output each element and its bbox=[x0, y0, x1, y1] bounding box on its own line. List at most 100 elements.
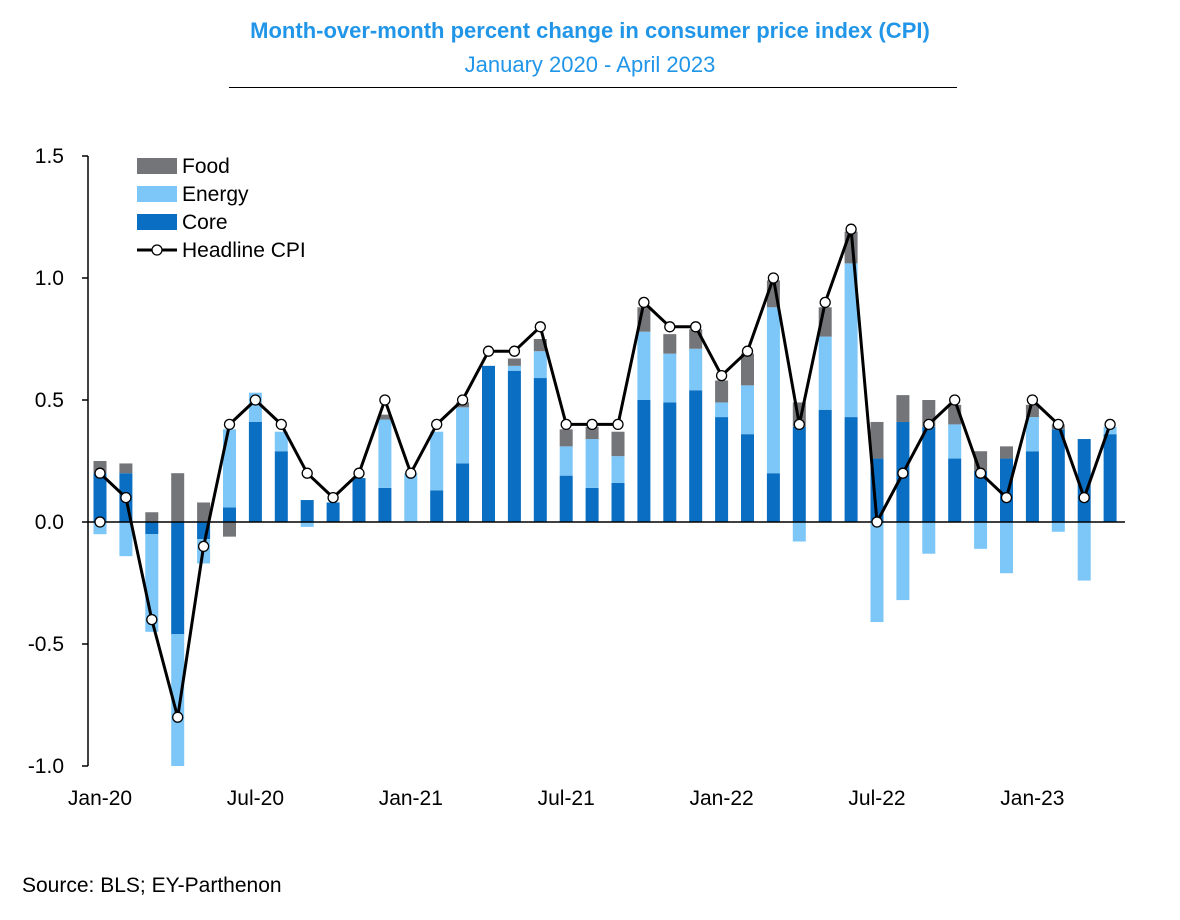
headline-cpi-point bbox=[327, 491, 339, 504]
x-tick-label: Jan-22 bbox=[689, 787, 753, 810]
bar-food bbox=[611, 431, 625, 457]
bar-energy bbox=[818, 336, 832, 410]
bar-core bbox=[1025, 451, 1039, 522]
bar-energy bbox=[119, 522, 133, 557]
bar-energy bbox=[844, 263, 858, 418]
headline-cpi-point bbox=[793, 418, 805, 431]
bar-energy bbox=[171, 634, 185, 766]
bar-food bbox=[663, 334, 677, 354]
bar-core bbox=[611, 482, 625, 522]
bar-energy bbox=[274, 431, 288, 452]
headline-cpi-point bbox=[1026, 394, 1039, 406]
x-tick-label: Jul-22 bbox=[848, 787, 905, 810]
headline-cpi-point bbox=[897, 467, 909, 479]
x-tick-label: Jan-20 bbox=[68, 787, 132, 810]
bar-energy bbox=[456, 407, 470, 464]
title-divider bbox=[229, 87, 957, 88]
bar-food bbox=[119, 463, 133, 474]
bar-energy bbox=[559, 446, 573, 476]
headline-cpi-point bbox=[1000, 491, 1013, 504]
headline-cpi-point bbox=[612, 418, 624, 431]
headline-cpi-point bbox=[871, 516, 883, 528]
bar-energy bbox=[922, 522, 936, 554]
bar-core bbox=[559, 475, 573, 522]
bar-core bbox=[844, 417, 858, 522]
legend-swatch-headline-marker bbox=[151, 244, 163, 256]
headline-cpi-point bbox=[405, 467, 417, 479]
headline-cpi-point bbox=[1078, 491, 1090, 504]
legend: Food Energy Core Headline CPI bbox=[137, 155, 306, 262]
y-tick-label: 1.5 bbox=[35, 145, 64, 168]
headline-cpi-point bbox=[560, 418, 572, 431]
bar-core bbox=[663, 402, 677, 522]
headline-cpi-point bbox=[223, 418, 236, 431]
chart-subtitle: January 2020 - April 2023 bbox=[464, 52, 716, 77]
bar-core bbox=[352, 478, 366, 522]
bar-food bbox=[741, 353, 754, 386]
bar-energy bbox=[792, 522, 806, 542]
bar-core bbox=[482, 365, 495, 522]
bar-core bbox=[248, 421, 262, 522]
bar-core bbox=[171, 522, 185, 635]
bar-energy bbox=[611, 456, 625, 483]
bar-energy bbox=[741, 385, 754, 435]
bar-core bbox=[1000, 458, 1013, 522]
headline-cpi-point bbox=[456, 394, 469, 406]
y-tick-label: 0.0 bbox=[35, 511, 64, 534]
bar-food bbox=[507, 358, 521, 366]
bar-core bbox=[1051, 429, 1065, 522]
bar-energy bbox=[507, 365, 521, 371]
bar-core bbox=[430, 490, 444, 522]
x-tick-label: Jan-23 bbox=[1000, 787, 1064, 810]
headline-cpi-point bbox=[94, 467, 106, 479]
bar-core bbox=[766, 473, 780, 522]
headline-cpi-point bbox=[690, 321, 702, 333]
bar-core bbox=[689, 390, 703, 522]
legend-swatch-food bbox=[137, 158, 177, 174]
x-tick-label: Jul-21 bbox=[538, 787, 595, 810]
x-axis: Jan-20 Jul-20 Jan-21 Jul-21 Jan-22 Jul-22 Jan-… bbox=[68, 787, 1065, 810]
bar-core bbox=[818, 409, 832, 522]
headline-cpi-point bbox=[508, 345, 521, 357]
bar-energy bbox=[533, 351, 547, 379]
headline-cpi-point bbox=[379, 394, 391, 406]
headline-cpi-point bbox=[120, 491, 132, 504]
headline-cpi-point bbox=[249, 394, 262, 406]
y-tick-label: 0.5 bbox=[35, 389, 64, 412]
bar-core bbox=[715, 417, 729, 522]
legend-swatch-core bbox=[137, 214, 177, 230]
headline-cpi-point bbox=[275, 418, 287, 431]
legend-swatch-energy bbox=[137, 186, 177, 202]
legend-label-food: Food bbox=[182, 155, 230, 178]
headline-cpi-point bbox=[172, 711, 184, 723]
headline-cpi-point bbox=[1104, 418, 1116, 431]
bar-energy bbox=[896, 522, 910, 601]
headline-cpi-point bbox=[353, 467, 365, 479]
bar-energy bbox=[1103, 426, 1117, 435]
x-tick-label: Jul-20 bbox=[227, 787, 284, 810]
headline-cpi-point bbox=[534, 321, 546, 333]
bar-energy bbox=[1000, 522, 1013, 574]
headline-cpi-point bbox=[586, 418, 598, 431]
bar-core bbox=[507, 370, 521, 522]
headline-cpi-point bbox=[482, 345, 495, 357]
bar-core bbox=[533, 378, 547, 522]
bar-energy bbox=[300, 522, 314, 527]
bar-energy bbox=[637, 331, 651, 400]
bar-energy bbox=[585, 439, 599, 488]
bar-food bbox=[378, 414, 392, 420]
bar-energy bbox=[1051, 522, 1065, 532]
bar-core bbox=[922, 426, 936, 522]
bar-energy bbox=[948, 424, 962, 459]
bar-food bbox=[197, 502, 211, 522]
bar-food bbox=[171, 473, 185, 522]
headline-cpi-point bbox=[949, 394, 961, 406]
bar-core bbox=[792, 426, 806, 522]
bar-energy bbox=[404, 473, 418, 522]
bar-core bbox=[741, 434, 754, 522]
bar-food bbox=[870, 421, 884, 459]
bar-energy bbox=[1025, 417, 1039, 452]
headline-cpi-point bbox=[974, 467, 987, 479]
